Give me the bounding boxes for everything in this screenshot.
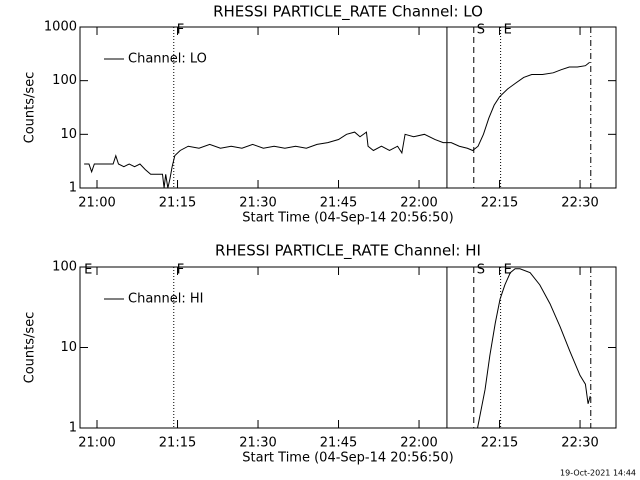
- event-label: F: [177, 23, 184, 38]
- y-tick-label: 10: [60, 127, 77, 142]
- x-axis-title: Start Time (04-Sep-14 20:56:50): [242, 451, 453, 466]
- legend-label: Channel: LO: [128, 52, 207, 67]
- x-tick-label: 21:00: [78, 196, 115, 211]
- plot-area: [84, 61, 591, 188]
- y-tick-label: 1: [69, 181, 77, 196]
- x-tick-label: 21:45: [320, 196, 357, 211]
- data-line: [477, 268, 591, 428]
- y-axis-title: Counts/sec: [23, 312, 38, 384]
- plot-frame: [79, 26, 617, 189]
- x-tick-label: 21:15: [159, 436, 196, 451]
- x-tick-label: 21:00: [78, 436, 115, 451]
- x-tick-label: 21:15: [159, 196, 196, 211]
- plot-area: [477, 268, 591, 428]
- x-tick-label: 22:00: [400, 436, 437, 451]
- event-label: S: [477, 263, 485, 278]
- annotation: E: [84, 263, 92, 278]
- event-label: S: [477, 23, 485, 38]
- y-tick-label: 1000: [44, 20, 77, 35]
- y-tick-label: 100: [52, 260, 77, 275]
- x-tick-label: 22:15: [481, 436, 518, 451]
- event-label: E: [504, 23, 512, 38]
- y-tick-label: 10: [60, 340, 77, 355]
- x-tick-label: 21:45: [320, 436, 357, 451]
- event-label: E: [504, 263, 512, 278]
- timestamp: 19-Oct-2021 14:44: [560, 469, 636, 478]
- x-tick-label: 22:00: [400, 196, 437, 211]
- x-tick-label: 22:30: [561, 196, 598, 211]
- y-axis-title: Counts/sec: [23, 72, 38, 144]
- x-axis-title: Start Time (04-Sep-14 20:56:50): [242, 211, 453, 226]
- x-tick-label: 22:30: [561, 436, 598, 451]
- x-tick-label: 21:30: [239, 196, 276, 211]
- y-tick-label: 100: [52, 73, 77, 88]
- x-tick-label: 22:15: [481, 196, 518, 211]
- event-label: F: [177, 263, 184, 278]
- legend-label: Channel: HI: [128, 292, 204, 307]
- y-tick-label: 1: [69, 421, 77, 436]
- chart-title: RHESSI PARTICLE_RATE Channel: HI: [215, 242, 481, 261]
- x-tick-label: 21:30: [239, 436, 276, 451]
- data-line: [84, 61, 591, 188]
- chart-title: RHESSI PARTICLE_RATE Channel: LO: [213, 3, 483, 22]
